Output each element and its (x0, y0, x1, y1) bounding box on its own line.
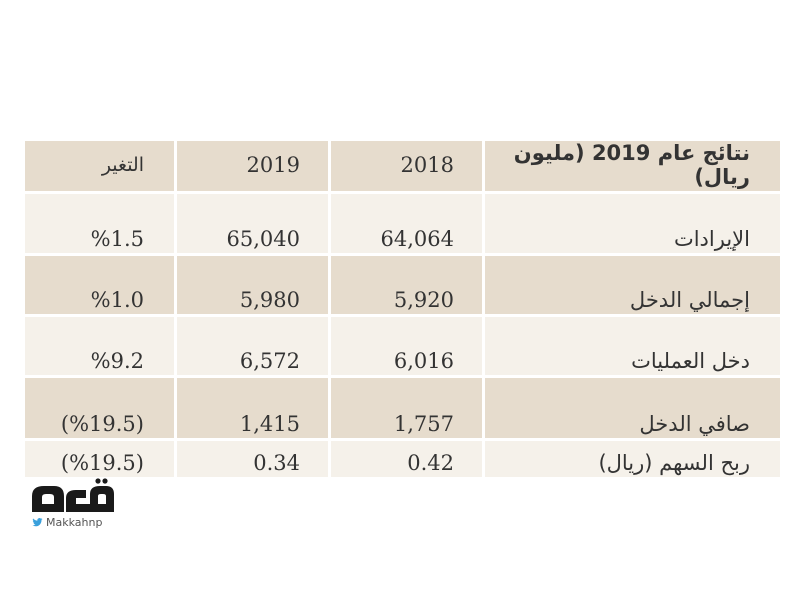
cell-2018: 1,757 (328, 375, 485, 441)
cell-2019: 1,415 (174, 375, 331, 441)
cell-change: %9.2 (22, 314, 177, 378)
table-row: %9.2 6,572 6,016 دخل العمليات (22, 314, 783, 378)
row-label: ربح السهم (ريال) (482, 438, 783, 480)
row-label: دخل العمليات (482, 314, 783, 378)
header-2019: 2019 (174, 138, 331, 194)
twitter-handle-text: Makkahnp (46, 515, 103, 529)
cell-2018: 0.42 (328, 438, 485, 480)
table-row: (%19.5) 1,415 1,757 صافي الدخل (22, 375, 783, 441)
table-header-row: التغير 2019 2018 نتائج عام 2019 (مليون ر… (22, 138, 783, 194)
cell-2018: 6,016 (328, 314, 485, 378)
cell-2019: 65,040 (174, 191, 331, 256)
makkah-wordmark-logo (32, 478, 114, 512)
cell-change: %1.5 (22, 191, 177, 256)
table-row: (%19.5) 0.34 0.42 ربح السهم (ريال) (22, 438, 783, 480)
table-row: %1.0 5,980 5,920 إجمالي الدخل (22, 253, 783, 317)
row-label: إجمالي الدخل (482, 253, 783, 317)
cell-change: (%19.5) (22, 438, 177, 480)
header-change: التغير (22, 138, 177, 194)
twitter-handle: Makkahnp (32, 514, 102, 530)
cell-2019: 0.34 (174, 438, 331, 480)
cell-2019: 5,980 (174, 253, 331, 317)
row-label: صافي الدخل (482, 375, 783, 441)
results-table: التغير 2019 2018 نتائج عام 2019 (مليون ر… (22, 138, 783, 480)
table-row: %1.5 65,040 64,064 الإيرادات (22, 191, 783, 256)
header-2018: 2018 (328, 138, 485, 194)
cell-2019: 6,572 (174, 314, 331, 378)
cell-2018: 64,064 (328, 191, 485, 256)
cell-change: %1.0 (22, 253, 177, 317)
row-label: الإيرادات (482, 191, 783, 256)
cell-2018: 5,920 (328, 253, 485, 317)
header-title: نتائج عام 2019 (مليون ريال) (482, 138, 783, 194)
twitter-bird-icon (32, 517, 43, 526)
cell-change: (%19.5) (22, 375, 177, 441)
makkah-logo: Makkahnp (26, 474, 126, 532)
